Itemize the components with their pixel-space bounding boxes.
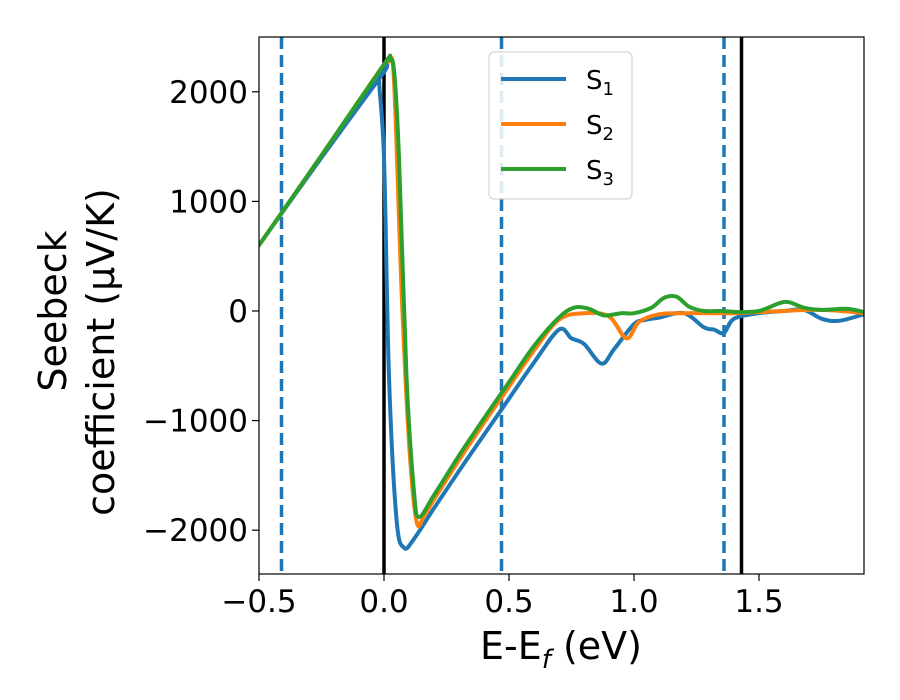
series-line-S1 [259, 62, 864, 551]
y-axis-label-line2: coefficient (μV/K) [79, 188, 123, 516]
y-ticks: −2000 −1000 0 1000 2000 [143, 75, 259, 549]
series-lines [259, 53, 864, 551]
y-tick-label: 2000 [169, 75, 248, 111]
plot-frame [258, 36, 865, 575]
legend: S1 S2 S3 [488, 51, 633, 200]
legend-label-S2: S2 [586, 111, 614, 145]
y-tick-label: 0 [228, 294, 248, 330]
legend-label-S3: S3 [586, 156, 614, 190]
legend-label-S1: S1 [586, 66, 614, 100]
x-tick-label: −0.5 [221, 584, 296, 620]
x-axis-label-main: E-E [480, 624, 542, 668]
series-line-S3 [259, 53, 864, 519]
y-tick-label: 1000 [169, 184, 248, 220]
x-tick-label: 0.0 [359, 584, 408, 620]
y-tick-label: −1000 [143, 404, 248, 440]
x-axis-label: E-Ef (eV) [480, 624, 642, 675]
x-tick-label: 1.0 [609, 584, 658, 620]
x-tick-label: 0.5 [484, 584, 533, 620]
y-axis-label-line1: Seebeck [31, 230, 75, 391]
x-ticks: −0.5 0.0 0.5 1.0 1.5 [221, 574, 784, 620]
x-tick-label: 1.5 [734, 584, 783, 620]
y-tick-label: −2000 [143, 513, 248, 549]
x-axis-label-unit: (eV) [551, 624, 642, 668]
